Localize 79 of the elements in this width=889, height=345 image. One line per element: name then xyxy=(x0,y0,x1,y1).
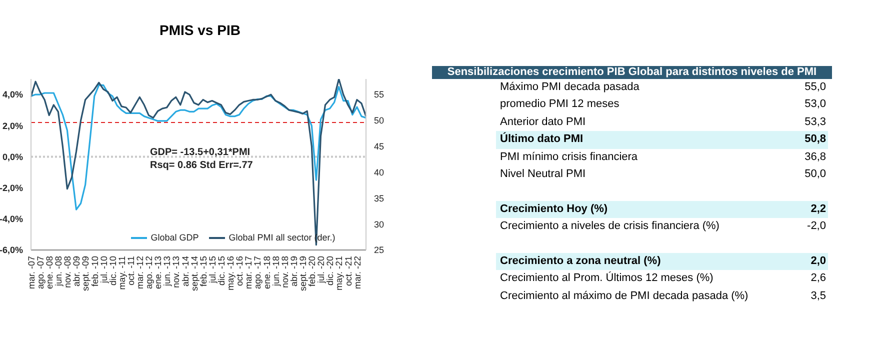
x-tick-label: mar. -22 xyxy=(352,256,362,290)
x-tick-label: sept. -14 xyxy=(189,256,200,292)
category-label: Nivel Neutral PMI xyxy=(500,166,586,182)
text: -2,0 xyxy=(807,220,826,232)
text: 53,3 xyxy=(804,116,826,128)
x-tick-label: jul. -15 xyxy=(207,256,218,284)
legend-label: Global GDP xyxy=(150,232,199,242)
x-tick-label: ago. -17 xyxy=(252,256,263,290)
category-label: promedio PMI 12 meses xyxy=(500,97,620,112)
text: 50,0 xyxy=(804,168,826,180)
x-tick-label: jul. -20 xyxy=(316,256,326,284)
x-tick-label: sept. -19 xyxy=(298,256,308,292)
x-tick-label: dic. -20 xyxy=(325,256,336,286)
text: 55,0 xyxy=(804,81,826,93)
x-tick-label: ago. -07 xyxy=(35,256,46,290)
x-tick-label: abr. -19 xyxy=(288,256,299,287)
text: 36,8 xyxy=(804,150,826,163)
text: 2,0 xyxy=(810,254,826,267)
x-tick-label: dic. -15 xyxy=(216,256,227,286)
x-tick-label: ago. -12 xyxy=(144,256,154,290)
x-tick-label: abr. -09 xyxy=(72,256,82,287)
category-label: Crecimiento a zona neutral (%) xyxy=(500,254,661,269)
y2-tick-label: 55 xyxy=(374,90,384,100)
y-tick-label: -6,0% xyxy=(0,245,23,256)
x-tick-label: jul. -10 xyxy=(98,256,109,284)
x-tick-label: jun. -08 xyxy=(54,256,64,288)
x-tick-label: nov. -08 xyxy=(62,256,73,288)
category-label: Último dato PMI xyxy=(500,131,584,148)
y-tick-label: -2,0% xyxy=(0,183,23,194)
x-tick-label: nov. -18 xyxy=(280,256,290,288)
category-label: Crecimiento a niveles de crisis financiera (%) xyxy=(500,219,720,234)
y2-tick-label: 45 xyxy=(374,142,384,152)
text: 2,6 xyxy=(810,272,826,284)
x-tick-label: jun. -13 xyxy=(162,256,172,288)
line-series xyxy=(30,84,367,210)
x-tick-label: ene. -13 xyxy=(153,256,164,290)
line-series xyxy=(30,79,367,246)
category-label: Anterior dato PMI xyxy=(500,114,586,130)
text: 3,5 xyxy=(810,290,826,302)
x-tick-label: mar. -07 xyxy=(26,256,36,290)
x-tick-label: ene. -08 xyxy=(44,256,54,290)
x-tick-label: may. -21 xyxy=(334,256,344,290)
category-label: Crecimiento al máximo de PMI decada pasada (%) xyxy=(500,288,748,304)
x-tick-label: jun. -18 xyxy=(270,256,281,288)
y-tick-label: 2,0% xyxy=(2,120,23,131)
x-tick-label: feb. -20 xyxy=(307,256,318,287)
x-tick-label: feb. -15 xyxy=(198,256,208,287)
y-tick-label: -4,0% xyxy=(0,214,23,224)
text: 53,0 xyxy=(804,98,826,110)
y2-tick-label: 40 xyxy=(374,167,384,178)
x-tick-label: sept. -09 xyxy=(80,256,91,292)
x-tick-label: may. -16 xyxy=(226,256,236,290)
x-tick-label: abr. -14 xyxy=(180,256,190,287)
text: Sensibilizaciones crecimiento PIB Global para distintos niveles de PMI xyxy=(432,66,832,79)
x-tick-label: mar. -12 xyxy=(135,256,146,290)
x-tick-label: may. -11 xyxy=(116,256,127,290)
category-label: PMI mínimo crisis financiera xyxy=(500,150,638,165)
x-tick-label: feb. -10 xyxy=(90,256,100,287)
x-tick-label: ene. -18 xyxy=(262,256,272,290)
x-tick-label: mar. -17 xyxy=(244,256,254,290)
text: 50,8 xyxy=(804,133,826,146)
category-label: Crecimiento al Prom. Últimos 12 meses (%) xyxy=(500,270,714,286)
x-tick-label: oct. -21 xyxy=(343,256,354,286)
annotation: GDP= -13.5+0,31*PMI xyxy=(150,147,250,158)
annotation: Rsq= 0.86 Std Err=.77 xyxy=(150,160,253,171)
y2-tick-label: 25 xyxy=(374,245,384,256)
y2-tick-label: 30 xyxy=(374,219,384,230)
y2-tick-label: 50 xyxy=(374,116,384,126)
y-tick-label: 0,0% xyxy=(2,152,23,162)
y2-tick-label: 35 xyxy=(374,193,384,204)
x-tick-label: oct. -11 xyxy=(126,256,136,286)
chart-title: PMIS vs PIB xyxy=(158,22,242,38)
category-label: Crecimiento Hoy (%) xyxy=(500,202,608,217)
category-label: Máximo PMI decada pasada xyxy=(500,80,640,95)
y-tick-label: 4,0% xyxy=(2,90,23,100)
x-tick-label: dic. -10 xyxy=(108,256,118,286)
x-tick-label: nov. -13 xyxy=(171,256,182,288)
x-tick-label: oct. -16 xyxy=(234,256,245,286)
text: 2,2 xyxy=(810,202,826,215)
